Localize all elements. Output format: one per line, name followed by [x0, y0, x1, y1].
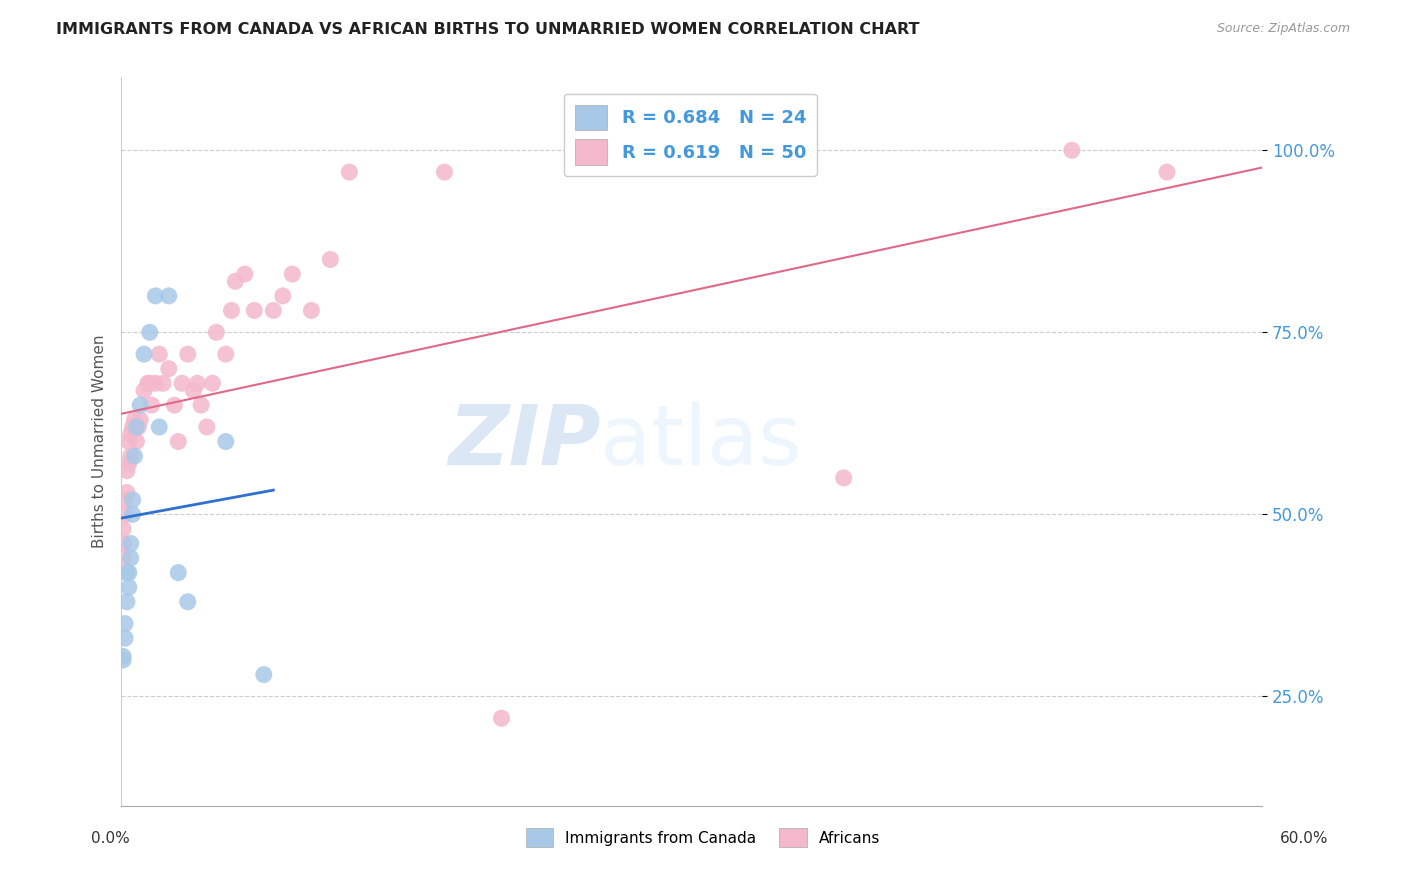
Point: [115, 595, 138, 609]
Text: 0.0%: 0.0%: [91, 831, 131, 846]
Point: [139, 376, 162, 391]
Point: [183, 384, 205, 398]
Point: [132, 384, 155, 398]
Point: [167, 434, 190, 449]
Point: [163, 398, 186, 412]
Point: [145, 376, 167, 391]
Point: [129, 398, 152, 412]
Point: [118, 434, 141, 449]
Point: [112, 649, 135, 664]
Point: [205, 326, 228, 340]
Point: [136, 376, 159, 391]
Point: [112, 536, 135, 550]
Point: [319, 252, 342, 267]
Point: [115, 464, 138, 478]
Point: [195, 420, 218, 434]
Point: [201, 376, 224, 391]
Point: [124, 413, 146, 427]
Point: [215, 434, 238, 449]
Point: [177, 347, 200, 361]
Point: [115, 566, 138, 580]
Point: [112, 522, 135, 536]
Point: [141, 398, 163, 412]
Point: [118, 580, 141, 594]
Text: IMMIGRANTS FROM CANADA VS AFRICAN BIRTHS TO UNMARRIED WOMEN CORRELATION CHART: IMMIGRANTS FROM CANADA VS AFRICAN BIRTHS…: [56, 22, 920, 37]
Point: [281, 267, 304, 281]
Point: [491, 711, 513, 725]
Point: [221, 303, 243, 318]
Point: [262, 303, 284, 318]
Point: [115, 485, 138, 500]
Point: [124, 449, 146, 463]
Point: [186, 376, 208, 391]
Point: [152, 376, 174, 391]
Point: [114, 508, 136, 522]
Point: [139, 326, 162, 340]
Point: [167, 566, 190, 580]
Point: [120, 551, 142, 566]
Point: [148, 420, 170, 434]
Point: [118, 456, 141, 470]
Point: [145, 289, 167, 303]
Text: ZIP: ZIP: [447, 401, 600, 482]
Point: [118, 566, 141, 580]
Y-axis label: Births to Unmarried Women: Births to Unmarried Women: [93, 334, 107, 549]
Point: [157, 289, 180, 303]
Text: atlas: atlas: [600, 401, 801, 482]
Point: [112, 551, 135, 566]
Point: [120, 536, 142, 550]
Point: [125, 420, 148, 434]
Point: [337, 165, 360, 179]
Point: [299, 303, 322, 318]
Text: Source: ZipAtlas.com: Source: ZipAtlas.com: [1216, 22, 1350, 36]
Point: [127, 420, 149, 434]
Point: [224, 274, 246, 288]
Point: [125, 434, 148, 449]
Point: [120, 449, 142, 463]
Point: [1156, 165, 1178, 179]
Point: [271, 289, 294, 303]
Legend: Immigrants from Canada, Africans: Immigrants from Canada, Africans: [519, 822, 887, 853]
Point: [253, 667, 276, 681]
Point: [157, 361, 180, 376]
Legend: R = 0.684   N = 24, R = 0.619   N = 50: R = 0.684 N = 24, R = 0.619 N = 50: [564, 94, 817, 176]
Point: [190, 398, 212, 412]
Text: 60.0%: 60.0%: [1281, 831, 1329, 846]
Point: [121, 508, 143, 522]
Point: [129, 413, 152, 427]
Point: [114, 616, 136, 631]
Point: [120, 427, 142, 442]
Point: [233, 267, 256, 281]
Point: [832, 471, 855, 485]
Point: [112, 653, 135, 667]
Point: [1060, 143, 1083, 157]
Point: [243, 303, 266, 318]
Point: [170, 376, 193, 391]
Point: [132, 347, 155, 361]
Point: [114, 492, 136, 507]
Point: [433, 165, 456, 179]
Point: [177, 595, 200, 609]
Point: [114, 631, 136, 645]
Point: [215, 347, 238, 361]
Point: [121, 420, 143, 434]
Point: [121, 492, 143, 507]
Point: [148, 347, 170, 361]
